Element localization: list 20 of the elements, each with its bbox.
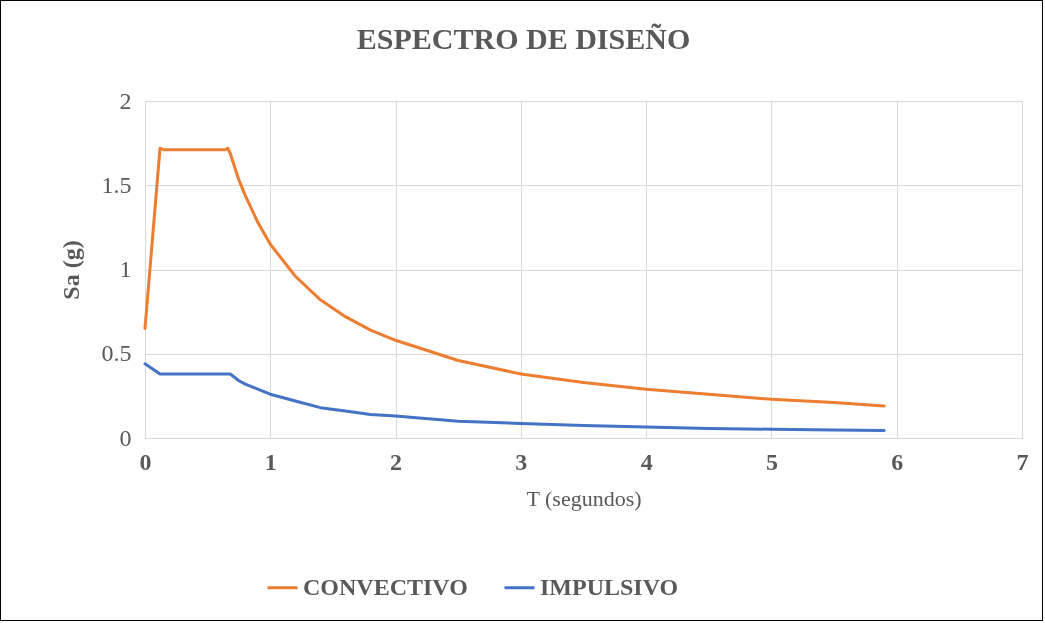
- x-axis-title: T (segundos): [526, 485, 642, 511]
- x-tick-label: 3: [515, 448, 528, 475]
- line-series: [143, 146, 886, 408]
- y-tick-label: 0: [119, 424, 132, 451]
- y-tick-label: 1: [119, 256, 132, 282]
- y-axis-title: Sa (g): [57, 240, 84, 300]
- x-tick-label: 6: [891, 448, 904, 475]
- x-tick-label: 4: [640, 448, 653, 475]
- line-series: [143, 362, 886, 433]
- x-tick-label: 5: [765, 448, 778, 475]
- x-tick-label: 0: [139, 448, 152, 475]
- y-tick-label: 0.5: [101, 340, 132, 367]
- x-tick-label: 2: [390, 448, 403, 475]
- chart-title: ESPECTRO DE DISEÑO: [356, 22, 691, 55]
- x-tick-label: 7: [1016, 448, 1029, 475]
- y-tick-label: 2: [119, 87, 132, 114]
- legend-label: IMPULSIVO: [540, 573, 679, 600]
- legend-label: CONVECTIVO: [303, 573, 468, 600]
- x-tick-label: 1: [264, 448, 277, 475]
- y-tick-label: 1.5: [101, 171, 132, 198]
